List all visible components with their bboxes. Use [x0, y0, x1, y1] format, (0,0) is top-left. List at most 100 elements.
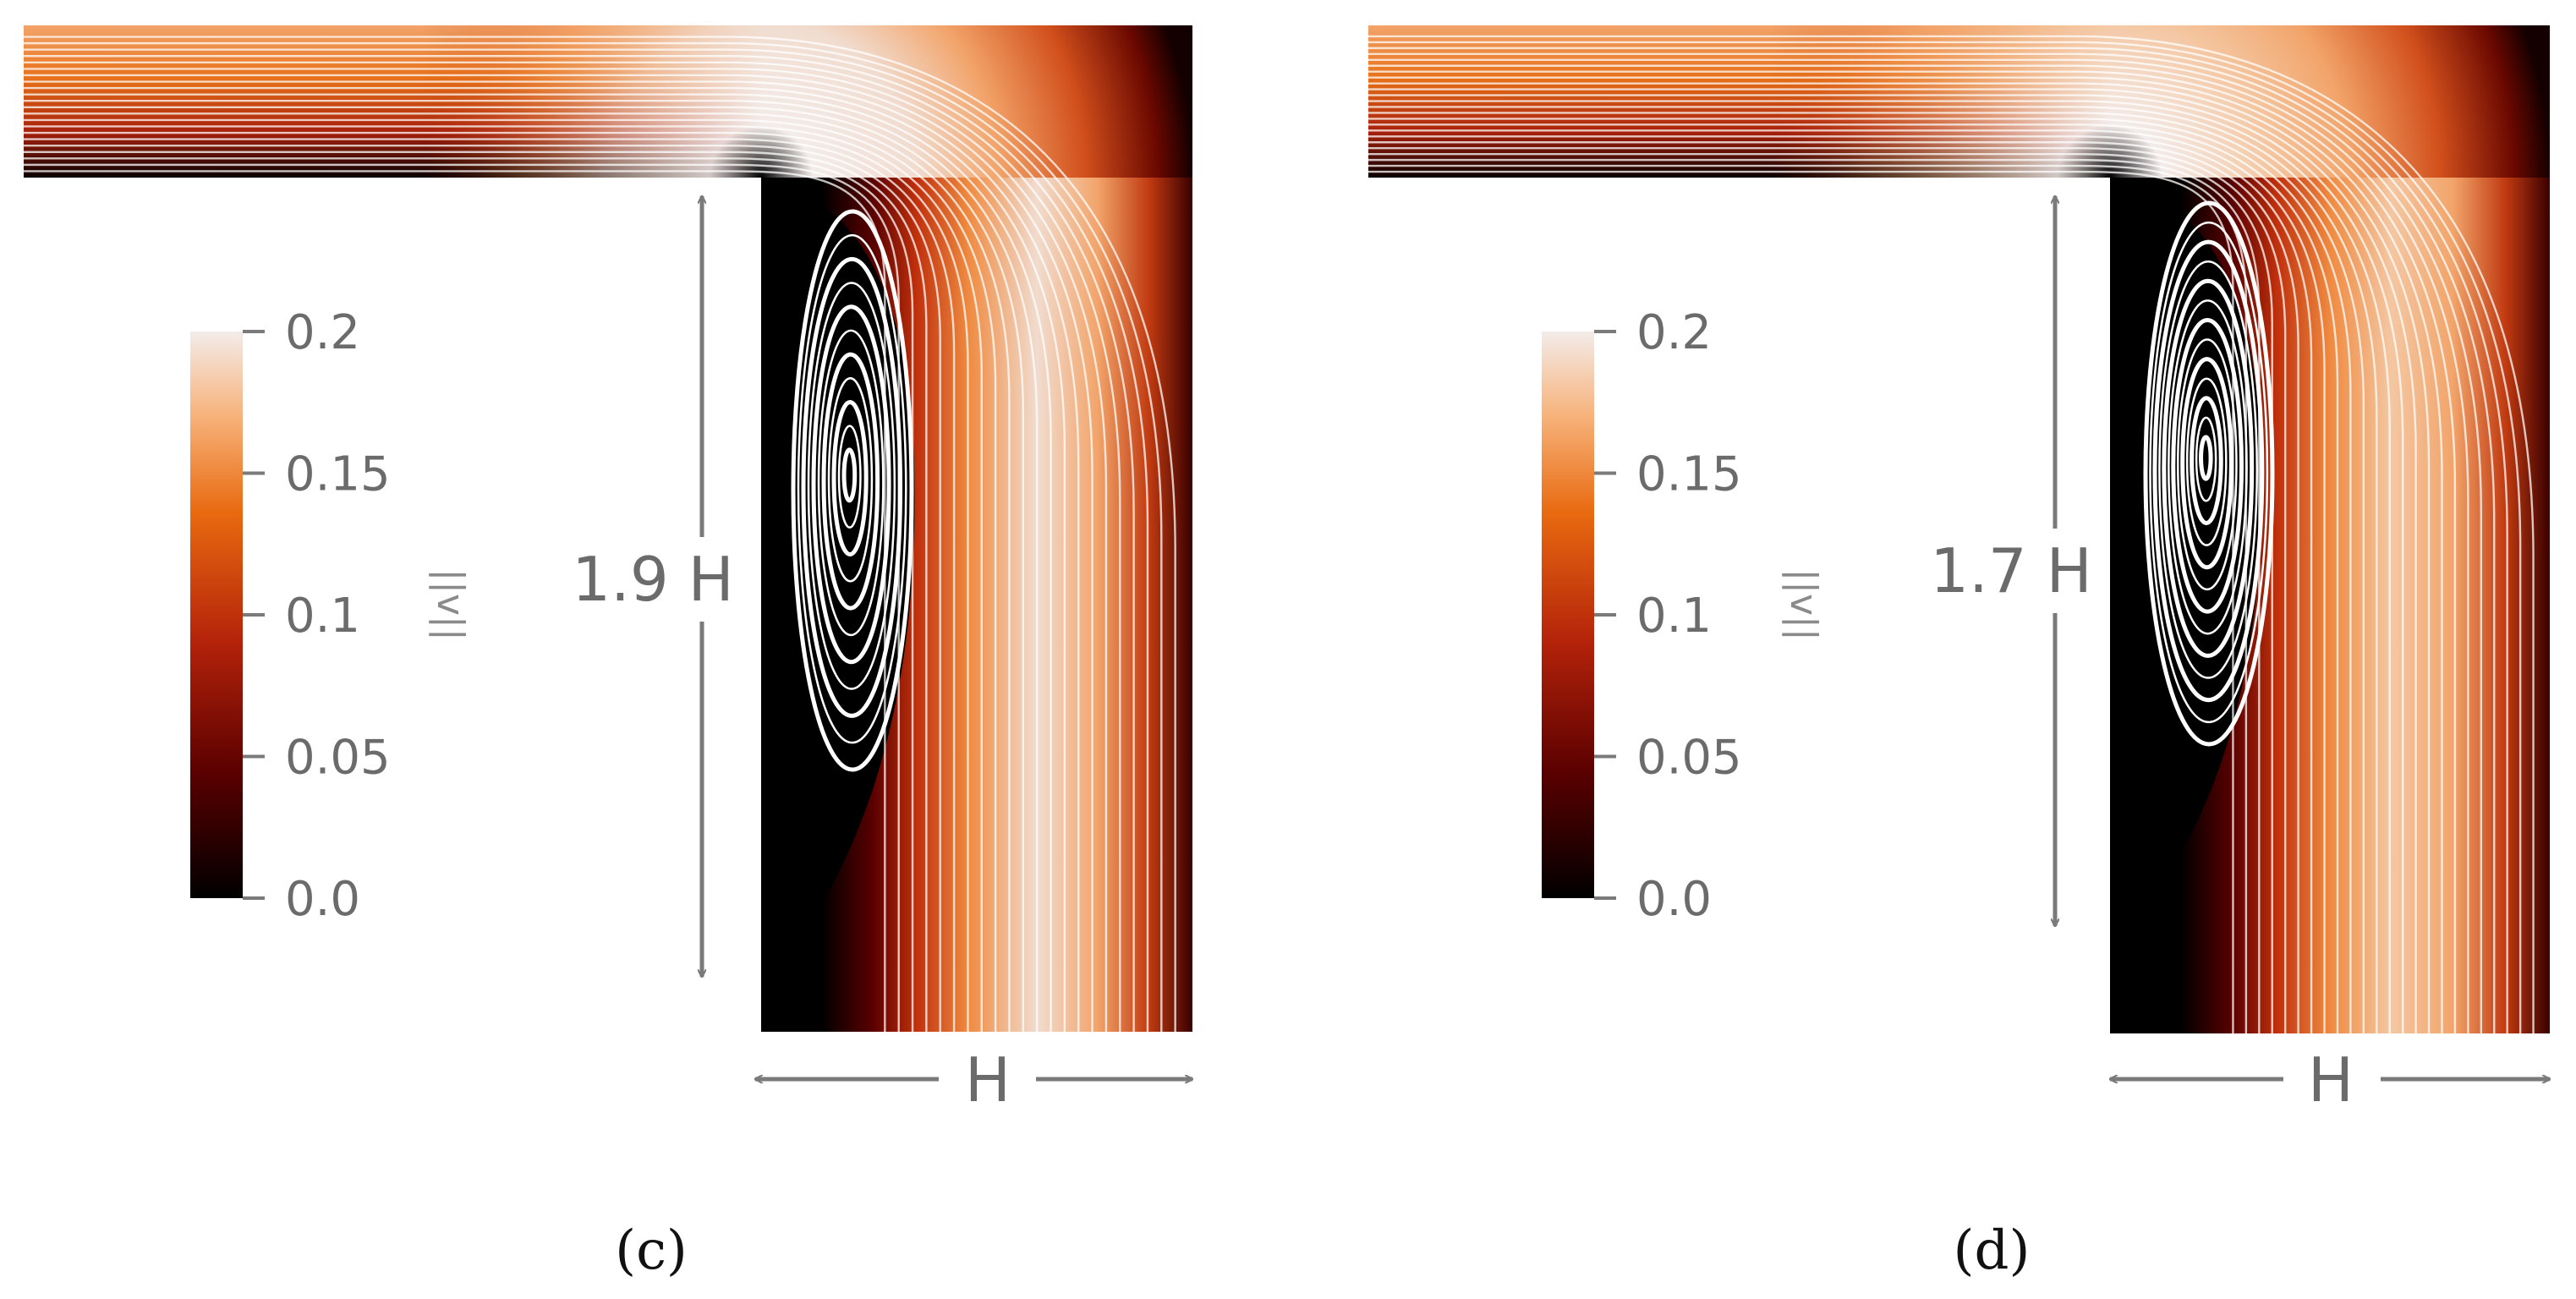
vortex-streamlines	[2143, 200, 2275, 747]
streamline	[1368, 88, 2417, 1033]
streamline	[24, 55, 1135, 1032]
streamlines	[24, 36, 1176, 1032]
panel-d	[1368, 25, 2550, 1033]
streamline	[1368, 52, 2496, 1033]
streamline	[24, 125, 983, 1032]
dimension-height-c: 1.9 H	[558, 196, 736, 977]
vortex-ring	[2162, 278, 2255, 658]
vortex-ring	[791, 209, 914, 772]
vortex-ring	[831, 399, 869, 556]
vortex-ring	[837, 425, 862, 529]
streamline	[1368, 164, 2248, 1033]
colorbar-gradient	[190, 332, 243, 898]
colorbar-d: 0.0 0.05 0.1 0.15 0.2 ||v||	[1542, 305, 1825, 927]
streamline	[1368, 94, 2404, 1033]
caption-d: (d)	[1954, 1220, 2031, 1282]
colorbar-tick-label: 0.0	[285, 872, 360, 927]
vortex-ring	[2149, 221, 2269, 724]
streamline	[24, 118, 997, 1032]
streamline	[24, 131, 969, 1032]
dimension-width-c: H	[755, 1044, 1192, 1115]
vortex-ring	[2199, 435, 2213, 481]
vortex-ring	[2190, 396, 2223, 525]
panel-c	[24, 25, 1192, 1032]
colorbar-variable-label: ||v||	[429, 568, 472, 640]
width-label: H	[965, 1044, 1011, 1115]
streamline	[1368, 82, 2431, 1033]
streamlines	[1368, 35, 2535, 1033]
colorbar-ticks: 0.0 0.05 0.1 0.15 0.2	[243, 305, 391, 927]
vortex-ring	[801, 256, 903, 718]
streamline	[24, 61, 1121, 1032]
caption-c: (c)	[615, 1220, 688, 1282]
recirculation-zone	[2110, 182, 2261, 930]
vortex-streamlines	[791, 209, 914, 772]
colorbar-c: 0.0 0.05 0.1 0.15 0.2 ||v||	[190, 305, 472, 927]
height-label: 1.7 H	[1930, 535, 2092, 606]
streamline	[1368, 158, 2261, 1033]
streamline	[1368, 47, 2508, 1033]
streamline	[24, 170, 886, 1032]
vortex-ring	[807, 282, 896, 690]
colorbar-tick-label: 0.1	[1636, 589, 1712, 644]
streamline	[24, 100, 1039, 1032]
vortex-ring	[817, 329, 885, 637]
streamline	[24, 106, 1025, 1032]
streamline	[1368, 41, 2522, 1033]
vortex-ring	[797, 233, 907, 744]
streamline	[24, 112, 1011, 1032]
colorbar-gradient	[1542, 332, 1594, 898]
streamline	[1368, 112, 2365, 1033]
vortex-ring	[811, 304, 891, 665]
streamline	[1368, 152, 2273, 1033]
vortex-ring	[827, 377, 874, 583]
vortex-ring	[2168, 299, 2248, 635]
streamline	[24, 157, 914, 1032]
streamline	[1368, 135, 2313, 1033]
streamline	[1368, 76, 2443, 1033]
colorbar-tick-label: 0.05	[285, 731, 391, 786]
vortex-ring	[2158, 260, 2259, 679]
dimension-width-d: H	[2110, 1044, 2550, 1115]
colorbar-tick-label: 0.1	[285, 589, 360, 644]
streamline	[1368, 129, 2326, 1033]
vortex-ring	[2180, 357, 2233, 570]
streamline	[1368, 123, 2339, 1033]
vortex-ring	[2143, 200, 2275, 747]
streamline	[24, 36, 1176, 1032]
vortex-ring	[2176, 338, 2238, 591]
colorbar-tick-label: 0.05	[1636, 731, 1742, 786]
streamline	[1368, 35, 2535, 1033]
streamline	[1368, 58, 2482, 1033]
dimension-height-d: 1.7 H	[1916, 196, 2093, 926]
streamline	[1368, 141, 2299, 1033]
colorbar-tick-label: 0.2	[285, 305, 360, 360]
streamline	[24, 144, 941, 1032]
colorbar-tick-label: 0.15	[1636, 447, 1742, 502]
colorbar-tick-label: 0.2	[1636, 305, 1712, 360]
colorbar-ticks: 0.0 0.05 0.1 0.15 0.2	[1594, 305, 1742, 927]
vortex-ring	[2185, 377, 2228, 546]
colorbar-tick-label: 0.0	[1636, 872, 1712, 927]
streamline	[1368, 70, 2457, 1033]
flow-field-corner	[2110, 25, 2550, 178]
streamline	[1368, 118, 2352, 1033]
vortex-ring	[821, 352, 880, 611]
colorbar-tick-label: 0.15	[285, 447, 391, 502]
streamline	[24, 41, 1163, 1032]
vortex-ring	[2152, 239, 2265, 703]
streamline	[24, 138, 956, 1032]
streamline	[24, 68, 1108, 1032]
vortex-ring	[841, 447, 858, 503]
streamline	[1368, 147, 2287, 1033]
streamline	[24, 86, 1066, 1032]
streamline	[24, 93, 1052, 1032]
streamline	[24, 80, 1080, 1032]
streamline	[1368, 106, 2378, 1033]
streamline	[24, 151, 928, 1032]
colorbar-variable-label: ||v||	[1782, 568, 1825, 640]
height-label: 1.9 H	[572, 544, 734, 615]
width-label: H	[2308, 1044, 2354, 1115]
vortex-ring	[2171, 317, 2244, 614]
